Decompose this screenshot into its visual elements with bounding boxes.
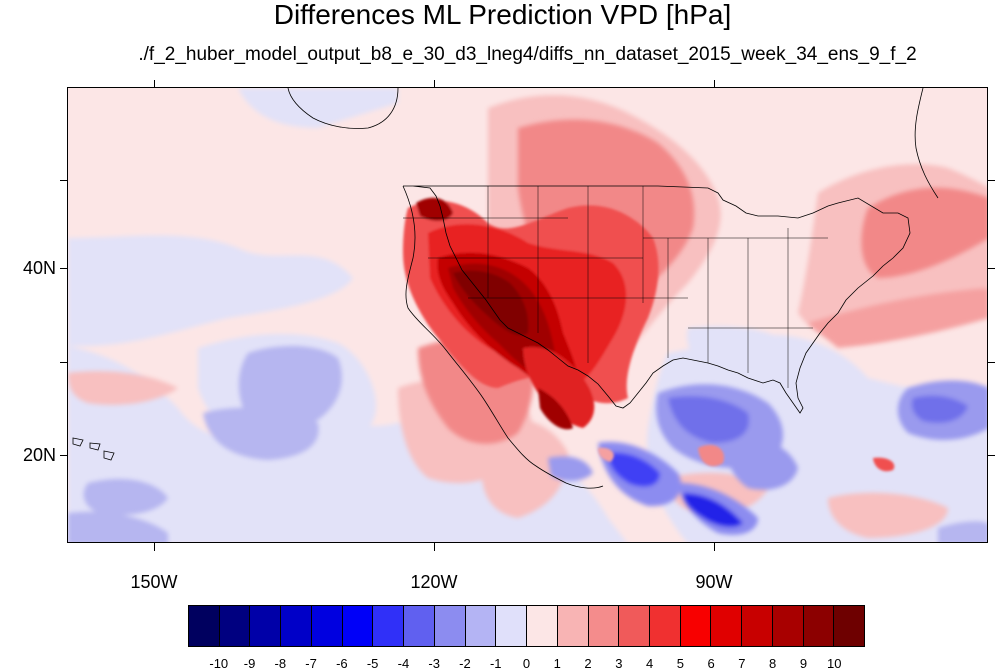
colorbar-swatch	[373, 606, 405, 646]
lat-tick-left	[60, 455, 67, 456]
map-panel	[67, 87, 988, 543]
colorbar-swatch	[219, 606, 251, 646]
colorbar-swatch	[742, 606, 773, 646]
lon-tick-bottom	[154, 543, 155, 551]
lon-tick-top	[154, 80, 155, 87]
lon-tick-top	[434, 80, 435, 87]
colorbar	[188, 605, 865, 647]
colorbar-swatch	[404, 606, 435, 646]
colorbar-swatch	[619, 606, 651, 646]
colorbar-swatch	[311, 606, 343, 646]
coastline-outlines	[72, 88, 939, 489]
colorbar-tick-label: 2	[584, 656, 592, 671]
colorbar-tick-label: -7	[305, 656, 317, 671]
colorbar-swatch	[434, 606, 466, 646]
colorbar-tick-label: 8	[769, 656, 777, 671]
colorbar-swatch	[588, 606, 620, 646]
lon-label-120w: 120W	[410, 572, 458, 592]
lat-tick-left	[60, 362, 67, 363]
colorbar-tick-label: 10	[826, 656, 842, 671]
colorbar-tick-label: -6	[336, 656, 348, 671]
colorbar-swatch	[250, 606, 282, 646]
lat-label-40n: 40N	[22, 258, 56, 278]
lon-label-150w: 150W	[130, 572, 178, 592]
colorbar-tick-label: 1	[553, 656, 561, 671]
colorbar-swatch	[803, 606, 835, 646]
plot-subtitle: ./f_2_huber_model_output_b8_e_30_d3_lneg…	[138, 44, 917, 65]
colorbar-swatch	[527, 606, 558, 646]
lon-label-90w: 90W	[695, 572, 733, 592]
colorbar-swatch	[496, 606, 528, 646]
colorbar-tick-label: -3	[428, 656, 440, 671]
colorbar-swatch	[650, 606, 681, 646]
colorbar-swatch	[342, 606, 374, 646]
colorbar-swatch	[834, 606, 865, 646]
lon-tick-bottom	[714, 543, 715, 551]
lat-tick-right	[988, 268, 995, 269]
colorbar-tick-label: 3	[615, 656, 623, 671]
colorbar-tick-label: -10	[209, 656, 229, 671]
colorbar-tick-label: 4	[645, 656, 654, 671]
lon-tick-top	[714, 80, 715, 87]
lat-tick-right	[988, 455, 995, 456]
colorbar-swatch	[557, 606, 589, 646]
colorbar-tick-label: -2	[459, 656, 471, 671]
lat-tick-right	[988, 180, 995, 181]
colorbar-swatch	[465, 606, 497, 646]
colorbar-tick-label: 5	[676, 656, 684, 671]
vpd-difference-map	[68, 88, 987, 542]
colorbar-tick-label: 0	[522, 656, 531, 671]
state-borders	[403, 186, 828, 388]
positive-strong-field	[403, 197, 659, 430]
colorbar-tick-label: -1	[489, 656, 502, 671]
colorbar-tick-label: 7	[738, 656, 746, 671]
colorbar-swatch	[189, 606, 220, 646]
colorbar-tick-label: -4	[397, 656, 410, 671]
negative-medium-field	[68, 346, 987, 542]
colorbar-swatch	[772, 606, 804, 646]
colorbar-tick-label: -9	[243, 656, 256, 671]
lat-tick-left	[60, 180, 67, 181]
lon-tick-bottom	[434, 543, 435, 551]
lat-tick-right	[988, 362, 995, 363]
lat-label-20n: 20N	[22, 445, 56, 465]
colorbar-swatch	[281, 606, 312, 646]
colorbar-tick-label: -8	[274, 656, 287, 671]
positive-patch-field	[598, 444, 895, 472]
plot-title: Differences ML Prediction VPD [hPa]	[273, 0, 732, 30]
lat-tick-left	[60, 268, 67, 269]
colorbar-tick-label: -5	[366, 656, 379, 671]
colorbar-swatch	[711, 606, 743, 646]
colorbar-tick-label: 9	[799, 656, 808, 671]
colorbar-tick-label: 6	[707, 656, 715, 671]
colorbar-swatch	[680, 606, 712, 646]
